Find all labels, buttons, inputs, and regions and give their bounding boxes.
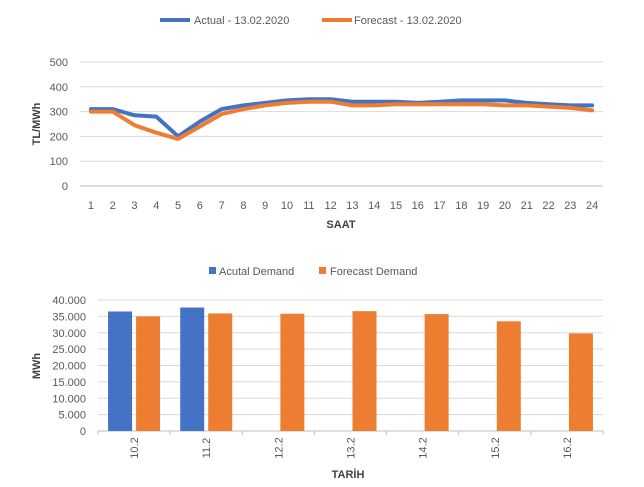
bar-chart-x-axis-title: TARİH bbox=[332, 468, 365, 481]
bar-chart-y-tick-label: 5.000 bbox=[58, 410, 86, 422]
bar-chart-x-tick-label: 14.2 bbox=[418, 437, 430, 458]
bar-actual-demand bbox=[108, 311, 133, 431]
bar-forecast-demand bbox=[568, 333, 593, 431]
line-chart-y-tick-label: 500 bbox=[50, 57, 68, 69]
line-chart-gridlines bbox=[80, 61, 603, 187]
bar-chart-x-tick-label: 12.2 bbox=[273, 437, 285, 458]
line-chart-x-tick-label: 18 bbox=[455, 200, 467, 212]
line-chart-x-tick-label: 21 bbox=[521, 200, 533, 212]
line-chart-series bbox=[88, 97, 595, 141]
bar-chart: Acutal Demand Forecast Demand 0 5.000 10.0… bbox=[31, 266, 604, 481]
bar-forecast-demand bbox=[208, 313, 233, 431]
line-chart-x-tick-label: 24 bbox=[586, 200, 598, 212]
bar-chart-y-tick-label: 40.000 bbox=[52, 295, 86, 307]
bar-chart-y-ticks: 0 5.000 10.000 15.000 20.000 25.000 30.000 35.0… bbox=[52, 295, 86, 438]
line-chart-x-axis-title: SAAT bbox=[326, 219, 355, 231]
line-chart-y-tick-label: 400 bbox=[50, 82, 68, 94]
bar-chart-y-tick-label: 20.000 bbox=[52, 361, 86, 373]
bar-actual-demand bbox=[180, 307, 205, 431]
legend-swatch-actual-demand bbox=[209, 267, 216, 274]
line-chart-x-tick-label: 15 bbox=[390, 200, 402, 212]
bar-forecast-demand bbox=[352, 311, 377, 431]
line-chart-x-tick-label: 5 bbox=[175, 200, 181, 212]
line-chart-y-tick-label: 0 bbox=[62, 181, 68, 193]
line-chart: Actual - 13.02.2020 Forecast - 13.02.202… bbox=[31, 15, 603, 231]
line-chart-x-tick-label: 17 bbox=[433, 200, 445, 212]
line-chart-x-tick-label: 2 bbox=[110, 200, 116, 212]
bar-chart-x-tick-label: 15.2 bbox=[490, 437, 502, 458]
line-chart-x-tick-label: 13 bbox=[346, 200, 358, 212]
bar-chart-legend: Acutal Demand Forecast Demand bbox=[209, 266, 417, 278]
series-line-forecast bbox=[88, 99, 595, 141]
line-chart-x-tick-label: 16 bbox=[412, 200, 424, 212]
line-chart-x-ticks: 1 2 3 4 5 6 7 8 9 10 11 12 13 14 15 16 17 18 19 20 21 22 23 24 bbox=[88, 200, 598, 212]
line-chart-x-tick-label: 20 bbox=[499, 200, 511, 212]
line-chart-x-tick-label: 11 bbox=[303, 200, 314, 212]
line-chart-x-tick-label: 8 bbox=[240, 200, 246, 212]
legend-label-actual: Actual - 13.02.2020 bbox=[194, 15, 289, 27]
line-chart-x-tick-label: 14 bbox=[368, 200, 380, 212]
line-chart-legend: Actual - 13.02.2020 Forecast - 13.02.202… bbox=[160, 15, 462, 27]
bar-chart-x-tick-label: 11.2 bbox=[201, 438, 213, 459]
line-chart-y-ticks: 0 100 200 300 400 500 bbox=[50, 57, 68, 193]
line-chart-x-tick-label: 23 bbox=[564, 200, 576, 212]
bar-forecast-demand bbox=[280, 313, 305, 431]
legend-label-forecast: Forecast - 13.02.2020 bbox=[354, 15, 462, 27]
line-chart-y-tick-label: 200 bbox=[50, 131, 68, 143]
line-chart-y-axis-title: TL/MWh bbox=[31, 102, 43, 145]
bar-chart-y-tick-label: 0 bbox=[80, 426, 86, 438]
line-chart-x-tick-label: 6 bbox=[197, 200, 203, 212]
line-chart-x-tick-label: 1 bbox=[88, 200, 94, 212]
line-chart-x-tick-label: 3 bbox=[131, 200, 137, 212]
line-chart-x-tick-label: 22 bbox=[542, 200, 554, 212]
legend-label-actual-demand: Acutal Demand bbox=[219, 266, 294, 278]
bar-chart-x-tick-label: 16.2 bbox=[562, 437, 574, 458]
bar-chart-x-tick-label: 10.2 bbox=[129, 437, 141, 458]
bar-chart-y-axis-title: MWh bbox=[31, 353, 43, 380]
bar-forecast-demand bbox=[424, 314, 449, 431]
bar-chart-y-tick-label: 10.000 bbox=[52, 393, 86, 405]
line-chart-x-tick-label: 9 bbox=[262, 200, 268, 212]
line-chart-x-tick-label: 10 bbox=[281, 200, 293, 212]
line-chart-y-tick-label: 100 bbox=[50, 156, 68, 168]
bar-chart-y-tick-label: 35.000 bbox=[52, 311, 86, 323]
bar-chart-y-tick-label: 25.000 bbox=[52, 344, 86, 356]
bar-chart-gridlines bbox=[98, 299, 603, 432]
bar-chart-y-tick-label: 30.000 bbox=[52, 328, 86, 340]
line-chart-x-tick-label: 7 bbox=[219, 200, 225, 212]
series-line-actual bbox=[88, 97, 595, 139]
line-chart-x-tick-label: 4 bbox=[153, 200, 159, 212]
bar-chart-bars bbox=[97, 307, 604, 435]
bar-forecast-demand bbox=[136, 316, 161, 431]
bar-forecast-demand bbox=[496, 321, 521, 431]
bar-chart-x-tick-label: 13.2 bbox=[346, 437, 358, 458]
line-chart-y-tick-label: 300 bbox=[50, 107, 68, 119]
legend-swatch-forecast-demand bbox=[319, 267, 326, 274]
bar-chart-y-tick-label: 15.000 bbox=[52, 377, 86, 389]
bar-chart-x-ticks: 10.2 11.2 12.2 13.2 14.2 15.2 16.2 bbox=[129, 437, 574, 458]
legend-label-forecast-demand: Forecast Demand bbox=[330, 266, 417, 278]
line-chart-x-tick-label: 12 bbox=[324, 200, 336, 212]
line-chart-x-tick-label: 19 bbox=[477, 200, 489, 212]
